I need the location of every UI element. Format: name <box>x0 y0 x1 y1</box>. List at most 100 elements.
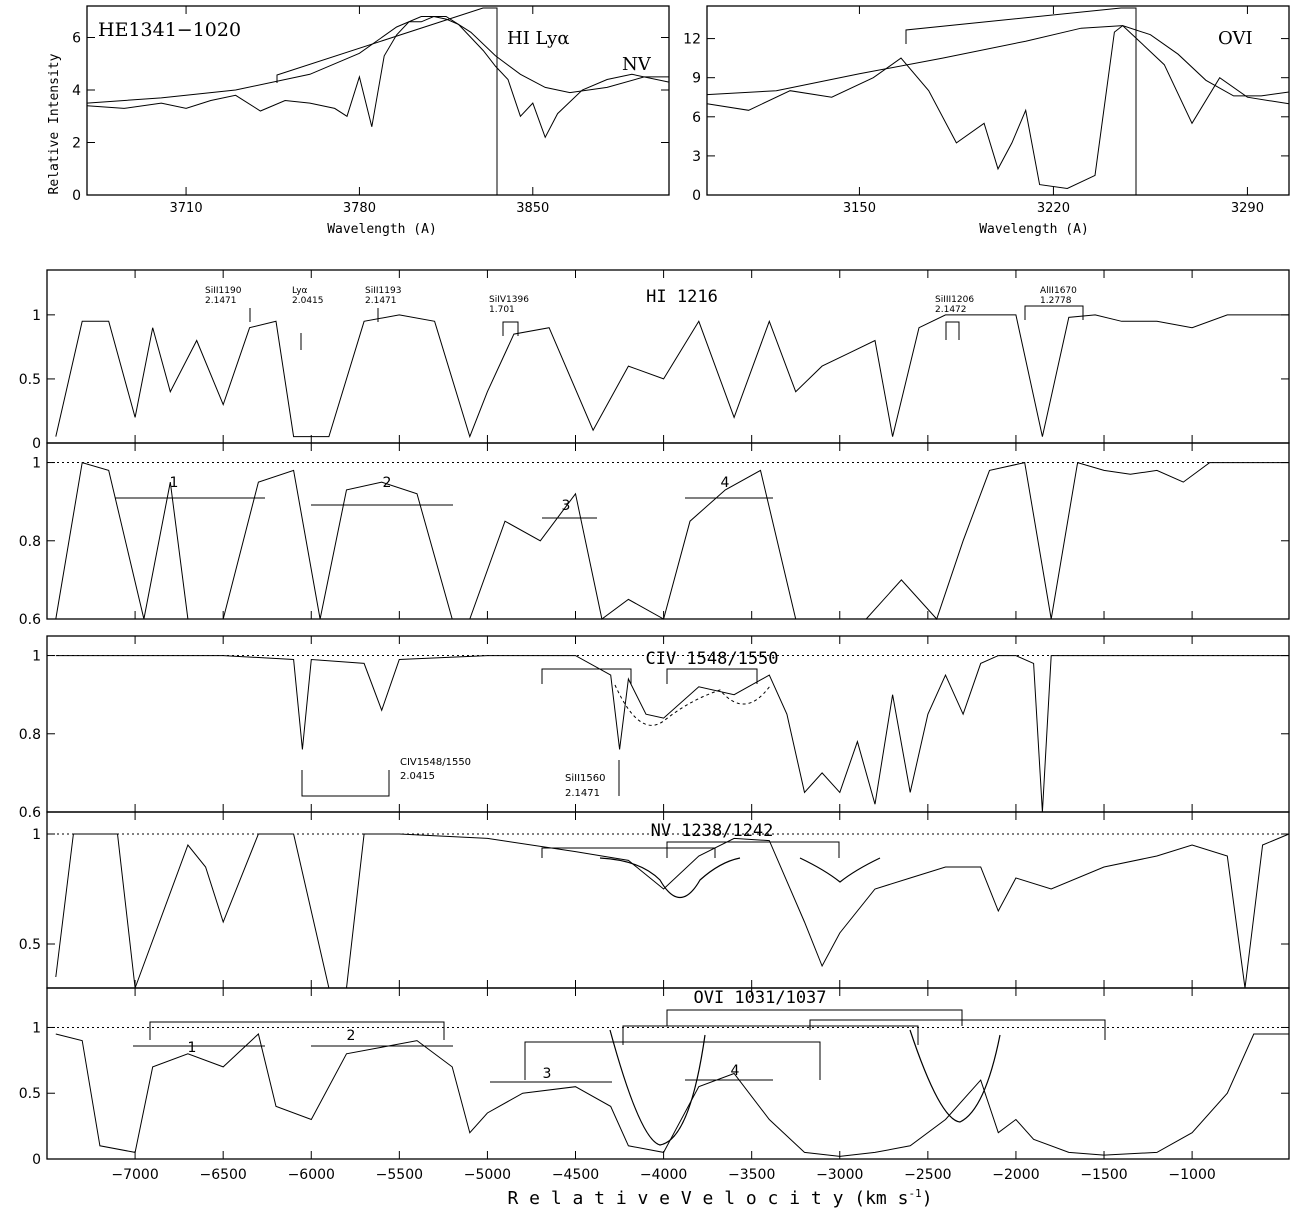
x-tick-label: −6000 <box>288 1167 335 1183</box>
y-tick-label: 9 <box>692 71 701 87</box>
panel-hi-1216: 0 0.5 1 HI 1216 SiII1190 2.1471 Lyα 2.0415… <box>19 269 1290 452</box>
panel-frame <box>86 5 670 196</box>
marker-z: 2.0415 <box>292 296 324 306</box>
y-axis-label: Relative Intensity <box>47 53 62 194</box>
y-tick-label: 0.6 <box>19 805 41 821</box>
panel-frame <box>46 442 1290 620</box>
panel-title: OVI 1031/1037 <box>693 988 826 1008</box>
panel-title: CIV 1548/1550 <box>645 649 778 669</box>
x-tick-labels: −7000 −6500 −6000 −5500 −5000 −4500 −4000 −3500… <box>111 1167 1215 1183</box>
tick-group: 0 2 4 6 3710 3780 3850 <box>72 6 669 216</box>
spectrum-line <box>55 655 1289 813</box>
doublet-bracket <box>541 841 840 858</box>
system-label: 4 <box>731 1063 740 1079</box>
y-tick-label: 0 <box>32 436 41 452</box>
y-tick-label: 2 <box>72 136 81 152</box>
x-axis-unit-sup: -1 <box>908 1187 921 1200</box>
x-tick-label: 3150 <box>843 201 876 216</box>
y-tick-label: 0 <box>32 1152 41 1168</box>
y-tick-label: 0 <box>692 188 701 204</box>
x-axis-label: Wavelength (A) <box>327 222 437 237</box>
doublet-bracket <box>541 668 758 684</box>
x-tick-label: 3220 <box>1037 201 1070 216</box>
marker-bracket <box>945 321 960 340</box>
x-axis-title: R e l a t i v e V e l o c i t y (km s-1) <box>507 1187 932 1209</box>
marker-label: SiII1190 <box>205 286 242 296</box>
x-tick-label: −1500 <box>1080 1167 1127 1183</box>
y-tick-label: 1 <box>32 827 41 843</box>
spectrum-line <box>86 15 670 139</box>
x-axis-label: Wavelength (A) <box>979 222 1089 237</box>
ovi-bracket <box>905 7 1137 195</box>
marker-label: Lyα <box>292 286 308 296</box>
panel-frame <box>706 5 1290 196</box>
panel-top-left: 0 2 4 6 3710 3780 3850 HE1341−1020 HI Lyα NV W… <box>47 5 670 237</box>
panel-civ: 0.6 0.8 1 CIV 1548/1550 CIV1548/1550 2.041… <box>19 635 1290 821</box>
y-tick-label: 1 <box>32 308 41 324</box>
system-label: 1 <box>188 1040 197 1056</box>
model-profile <box>599 857 741 898</box>
panel-top-right: 0 3 6 9 12 3150 3220 3290 OVI Wavelength (A) <box>683 5 1290 237</box>
marker-label: SiIV1396 <box>489 295 529 305</box>
system-markers: 1 2 3 4 <box>115 475 773 519</box>
spectrum-line <box>706 24 1290 190</box>
model-profile <box>909 1029 1001 1123</box>
spectrum-line <box>55 1033 1289 1157</box>
x-tick-label: −6500 <box>199 1167 246 1183</box>
x-tick-label: −4500 <box>552 1167 599 1183</box>
x-tick-label: 3290 <box>1231 201 1264 216</box>
x-tick-label: −2500 <box>904 1167 951 1183</box>
y-tick-label: 0 <box>72 188 81 204</box>
spectrum-line <box>55 833 1290 989</box>
y-tick-label: 1 <box>32 1020 41 1036</box>
marker-z: 2.0415 <box>400 771 435 782</box>
marker-z: 1.2778 <box>1040 296 1072 306</box>
marker-z: 2.1471 <box>565 788 600 799</box>
panel-nv: 0.5 1 NV 1238/1242 <box>19 811 1290 989</box>
panel-hi-zoom: 0.6 0.8 1 1 2 3 4 <box>19 442 1290 628</box>
marker-bracket <box>1024 305 1084 320</box>
x-tick-label: −7000 <box>111 1167 158 1183</box>
system-label: 2 <box>347 1028 356 1044</box>
x-tick-label: −4000 <box>640 1167 687 1183</box>
marker-bracket <box>502 321 519 336</box>
ovi-label: OVI <box>1218 28 1253 49</box>
x-tick-label: 3780 <box>343 201 376 216</box>
y-tick-label: 6 <box>692 110 701 126</box>
spectrum-line <box>55 314 1289 439</box>
system-label: 4 <box>721 475 730 491</box>
line-markers: SiII1190 2.1471 Lyα 2.0415 SiII1193 2.14… <box>205 286 1084 350</box>
marker-label: SiII1193 <box>365 286 401 296</box>
x-tick-label: −2000 <box>992 1167 1039 1183</box>
doublet-bracket <box>149 1009 1106 1080</box>
model-profile <box>614 684 771 726</box>
y-tick-label: 3 <box>692 149 701 165</box>
x-tick-label: −3500 <box>728 1167 775 1183</box>
panel-ovi: 0 0.5 1 1 2 3 4 OVI 1031/1037 <box>19 987 1290 1168</box>
y-tick-label: 0.5 <box>19 372 41 388</box>
nv-label: NV <box>622 54 652 75</box>
object-label: HE1341−1020 <box>98 19 241 41</box>
panel-title: NV 1238/1242 <box>651 821 774 841</box>
x-tick-label: −1000 <box>1168 1167 1215 1183</box>
y-tick-label: 0.8 <box>19 534 41 550</box>
lya-label: HI Lyα <box>507 28 570 49</box>
marker-z: 2.1471 <box>205 296 237 306</box>
spectrum-line <box>55 461 1289 620</box>
marker-z: 1.701 <box>489 305 515 315</box>
y-tick-label: 0.5 <box>19 1086 41 1102</box>
x-tick-label: 3710 <box>170 201 203 216</box>
continuum-line <box>706 25 1290 97</box>
panel-title: HI 1216 <box>646 287 718 307</box>
lya-nv-bracket <box>276 7 498 195</box>
tick-group: 0.6 0.8 1 <box>19 443 1289 628</box>
marker-label: SiIII1206 <box>935 295 974 305</box>
system-markers: 1 2 3 4 <box>133 1028 773 1083</box>
y-tick-label: 0.6 <box>19 612 41 628</box>
y-tick-label: 4 <box>72 83 81 99</box>
y-tick-label: 12 <box>683 32 701 48</box>
x-tick-label: −5500 <box>376 1167 423 1183</box>
y-tick-label: 6 <box>72 31 81 47</box>
x-tick-label: −3000 <box>816 1167 863 1183</box>
